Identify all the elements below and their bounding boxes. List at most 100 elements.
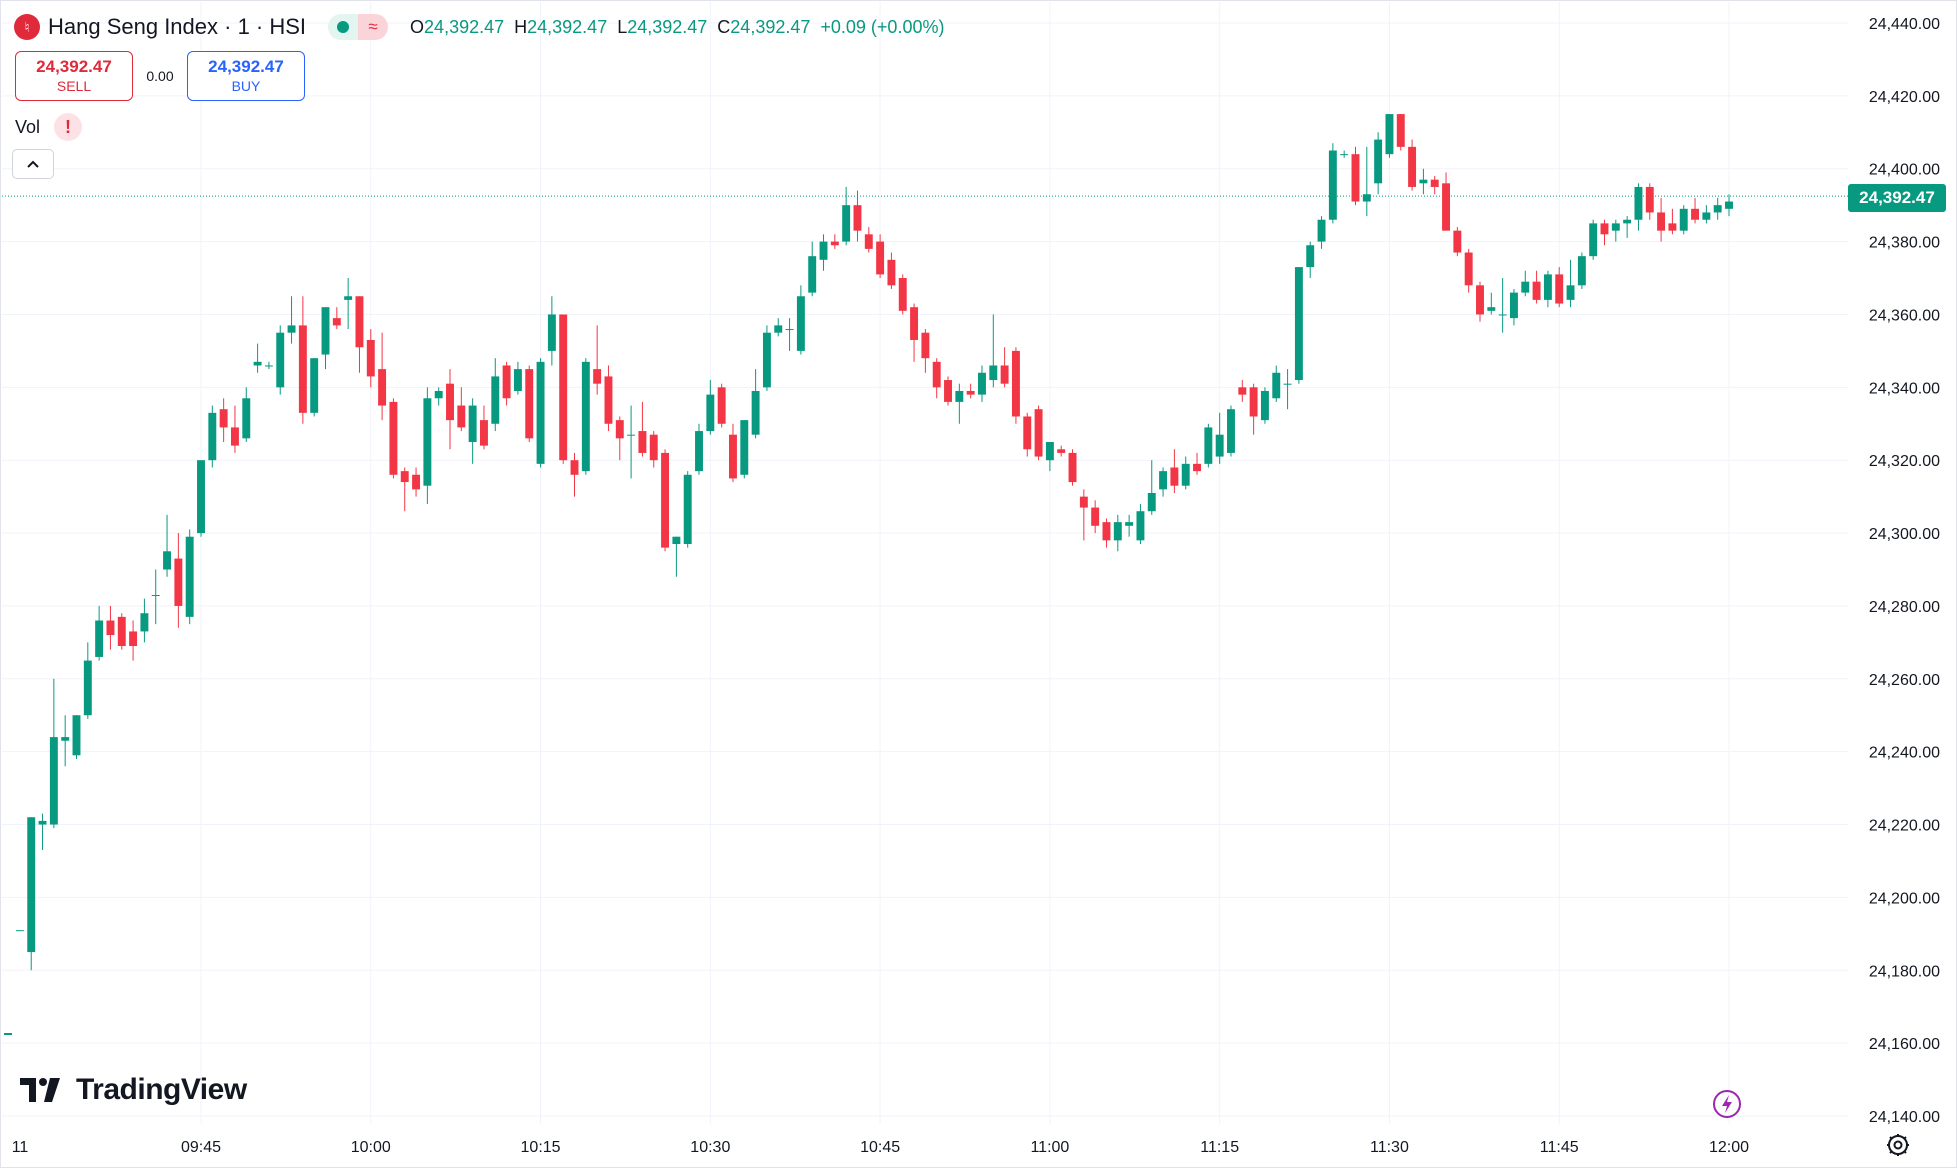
candle [1068, 449, 1077, 486]
candle-body [389, 401, 398, 475]
candle-body [830, 241, 839, 246]
warning-icon[interactable]: ! [54, 113, 83, 141]
candle-body [547, 314, 556, 351]
candle [151, 569, 160, 625]
candle [1713, 197, 1722, 220]
candle-body [163, 551, 172, 570]
candle [808, 241, 817, 297]
candle-body [887, 259, 896, 286]
ohlc-close-value: 24,392.47 [730, 16, 811, 37]
candle [117, 613, 126, 650]
candle-body [355, 296, 364, 348]
x-tick-label: 11:45 [1540, 1139, 1579, 1156]
symbol-title[interactable]: Hang Seng Index · 1 · HSI [48, 14, 307, 39]
candle-body [615, 420, 624, 439]
candle-body [378, 369, 387, 406]
candle [1113, 514, 1122, 552]
candle [910, 303, 919, 362]
candle-body [989, 365, 998, 381]
collapse-legend-button[interactable] [12, 149, 54, 179]
candle [253, 343, 262, 373]
axis-layer: 24,440.00 24,420.00 24,400.00 24,380.00 24,3… [4, 16, 1940, 1156]
candle [1147, 460, 1156, 515]
candle-body [1532, 281, 1541, 300]
candle [1057, 445, 1066, 457]
candle-body [1351, 154, 1360, 202]
spread-value: 0.00 [146, 68, 174, 84]
candle-body [1566, 285, 1575, 300]
x-tick-label: 10:15 [521, 1139, 561, 1156]
candle-body [117, 616, 126, 647]
candle [864, 227, 873, 253]
candle-body [83, 660, 92, 716]
y-tick-label: 24,240.00 [1869, 745, 1940, 762]
candle [95, 605, 104, 661]
candle [310, 358, 319, 417]
ohlc-high-value: 24,392.47 [527, 16, 608, 37]
candle-body [1102, 522, 1111, 541]
candle [174, 533, 183, 628]
candle-body [457, 405, 466, 428]
candle [1668, 208, 1677, 235]
candle [468, 398, 477, 464]
candle [61, 715, 70, 767]
candle [1623, 216, 1632, 238]
buy-button[interactable]: 24,392.47 BUY [187, 51, 305, 101]
ohlc-open-key: O [410, 16, 425, 37]
market-status[interactable]: ≈ [328, 14, 389, 40]
candle [762, 325, 771, 391]
tradingview-mark-icon [20, 1078, 60, 1102]
candle-body [1396, 114, 1405, 147]
candle-body [1679, 208, 1688, 231]
candle-body [1487, 307, 1496, 311]
candle-body [72, 715, 81, 756]
candle [287, 296, 296, 344]
candle [389, 398, 398, 479]
candle [978, 365, 986, 402]
volume-indicator[interactable]: Vol ! [15, 113, 83, 141]
candle-body [1000, 365, 1009, 384]
candle [366, 329, 375, 388]
candle-body [1509, 292, 1518, 319]
candle [1294, 267, 1303, 384]
candle [1396, 114, 1405, 151]
candle [1725, 194, 1733, 217]
candle [1476, 281, 1484, 322]
sell-button[interactable]: 24,392.47 SELL [15, 51, 133, 101]
candle [774, 318, 783, 337]
gear-icon[interactable] [1885, 1132, 1911, 1158]
candle-body [536, 361, 545, 464]
lightning-icon[interactable] [1711, 1088, 1743, 1120]
candle [1328, 143, 1337, 224]
candle-body [434, 390, 443, 399]
candle [1385, 114, 1394, 158]
candle [332, 307, 341, 330]
candle-body [1577, 256, 1586, 286]
candle [593, 325, 602, 395]
y-tick-label: 24,400.00 [1869, 162, 1940, 179]
chevron-up-icon [27, 160, 39, 168]
candle [1509, 288, 1518, 326]
y-tick-label: 24,160.00 [1869, 1036, 1940, 1053]
candle-body [446, 383, 454, 421]
trade-panel: 24,392.47 SELL 0.00 24,392.47 BUY [15, 51, 305, 101]
candle-body [1136, 511, 1145, 541]
candle-body [38, 820, 47, 825]
candle [842, 186, 851, 246]
candle [695, 423, 703, 475]
tradingview-logo[interactable]: TradingView [20, 1073, 247, 1107]
candle-body [638, 431, 647, 453]
candle-body [1408, 146, 1417, 187]
candle-body [400, 471, 409, 483]
candle-body [898, 278, 907, 311]
candle-body [140, 613, 149, 632]
candle [49, 678, 58, 829]
candle [1453, 227, 1462, 257]
candle-body [740, 420, 749, 475]
candle [219, 398, 228, 442]
candle [1260, 387, 1269, 424]
x-tick-label: 10:00 [351, 1139, 391, 1156]
candle [129, 620, 138, 661]
volume-label: Vol [15, 116, 41, 137]
